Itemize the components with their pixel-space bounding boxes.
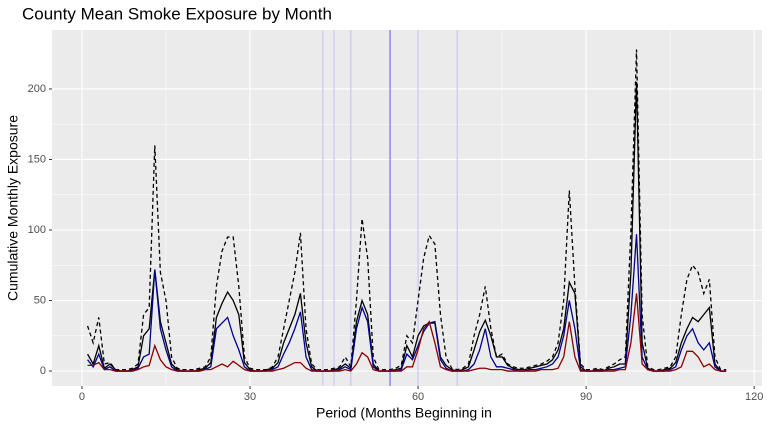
x-tick-label: 0 (79, 391, 85, 403)
x-tick-label: 60 (412, 391, 424, 403)
y-tick-label: 100 (28, 224, 46, 236)
plot-panel (52, 30, 762, 386)
chart-title: County Mean Smoke Exposure by Month (22, 4, 332, 23)
series-line (87, 293, 727, 372)
y-tick-label: 150 (28, 153, 46, 165)
x-tick-label: 120 (745, 391, 763, 403)
x-tick-label: 90 (580, 391, 592, 403)
y-axis-label: Cumulative Monthly Exposure (5, 115, 21, 301)
x-tick-label: 30 (244, 391, 256, 403)
series-line (86, 49, 727, 371)
y-tick-label: 200 (28, 83, 46, 95)
y-tick-label: 50 (34, 294, 46, 306)
y-tick-label: 0 (40, 365, 46, 377)
x-axis-label: Period (Months Beginning in (316, 405, 492, 421)
